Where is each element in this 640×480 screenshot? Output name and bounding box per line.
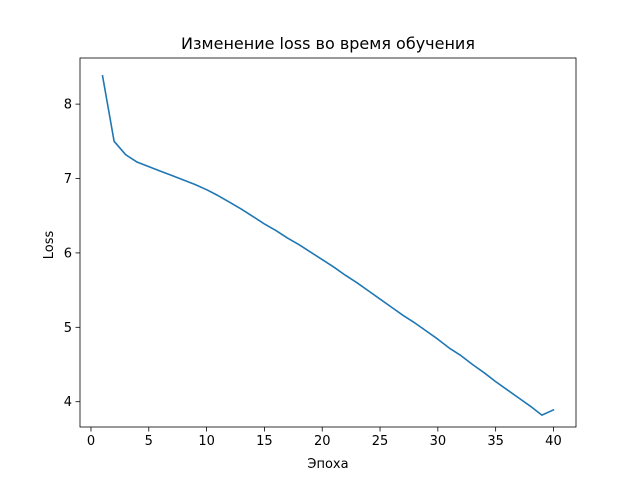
x-axis-label: Эпоха: [307, 457, 348, 472]
x-tick-label: 30: [430, 434, 447, 449]
y-tick-label: 7: [64, 172, 72, 187]
y-tick-label: 4: [64, 395, 72, 410]
y-tick-label: 5: [64, 321, 72, 336]
x-tick-label: 10: [198, 434, 215, 449]
x-tick-label: 5: [145, 434, 153, 449]
x-tick-label: 0: [87, 434, 95, 449]
x-tick-label: 25: [372, 434, 389, 449]
x-tick-label: 15: [256, 434, 273, 449]
series-line-0: [101, 74, 555, 416]
axes-frame: [79, 57, 577, 428]
y-tick-label: 6: [64, 246, 72, 261]
y-axis-label: Loss: [42, 231, 57, 260]
x-tick-label: 35: [487, 434, 504, 449]
x-tick-label: 20: [314, 434, 331, 449]
y-tick-label: 8: [64, 98, 72, 113]
x-tick-label: 40: [545, 434, 562, 449]
chart-title: Изменение loss во время обучения: [181, 34, 475, 53]
